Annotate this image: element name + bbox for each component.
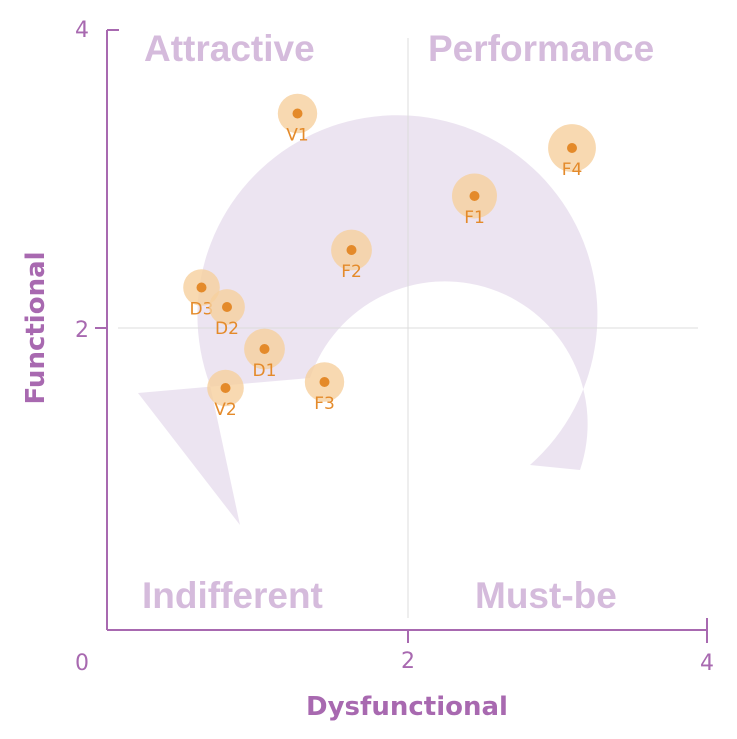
x-tick-label-4: 4 bbox=[700, 651, 714, 676]
point-dot bbox=[567, 143, 577, 153]
point-dot bbox=[319, 377, 330, 387]
point-label: D2 bbox=[215, 319, 239, 339]
point-dot bbox=[196, 282, 207, 293]
quadrant-label-must-be: Must-be bbox=[475, 575, 617, 616]
axes bbox=[95, 29, 708, 643]
point-label: D1 bbox=[253, 361, 277, 381]
point-label: F4 bbox=[562, 160, 583, 180]
y-tick-label-2: 2 bbox=[75, 318, 89, 343]
point-label: F3 bbox=[314, 394, 335, 414]
data-point-d2: D2 bbox=[209, 289, 245, 339]
data-point-f4: F4 bbox=[548, 124, 596, 180]
x-tick-label-2: 2 bbox=[401, 649, 415, 674]
point-dot bbox=[292, 108, 303, 119]
point-dot bbox=[469, 191, 480, 201]
point-dot bbox=[259, 344, 270, 354]
point-dot bbox=[222, 302, 232, 312]
y-tick-label-4: 4 bbox=[75, 18, 89, 43]
point-dot bbox=[346, 245, 357, 255]
quadrant-label-attractive: Attractive bbox=[144, 28, 315, 69]
cycle-arrow bbox=[138, 115, 598, 525]
quadrant-label-indifferent: Indifferent bbox=[142, 575, 323, 616]
x-axis-title: Dysfunctional bbox=[306, 692, 508, 722]
point-label: D3 bbox=[190, 300, 214, 320]
point-dot bbox=[220, 383, 231, 393]
quadrant-label-performance: Performance bbox=[428, 28, 654, 69]
data-point-d3: D3 bbox=[183, 269, 220, 320]
data-point-f3: F3 bbox=[304, 362, 345, 414]
y-axis-title: Functional bbox=[21, 251, 51, 404]
point-label: V2 bbox=[214, 400, 236, 420]
data-point-f1: F1 bbox=[452, 173, 497, 228]
x-tick-label-0: 0 bbox=[75, 651, 89, 676]
data-point-f2: F2 bbox=[331, 229, 372, 282]
data-point-v2: V2 bbox=[207, 369, 244, 420]
point-label: V1 bbox=[286, 126, 308, 146]
data-point-v1: V1 bbox=[277, 93, 318, 146]
point-label: F2 bbox=[341, 262, 362, 282]
point-label: F1 bbox=[464, 208, 485, 228]
data-point-d1: D1 bbox=[244, 328, 285, 381]
